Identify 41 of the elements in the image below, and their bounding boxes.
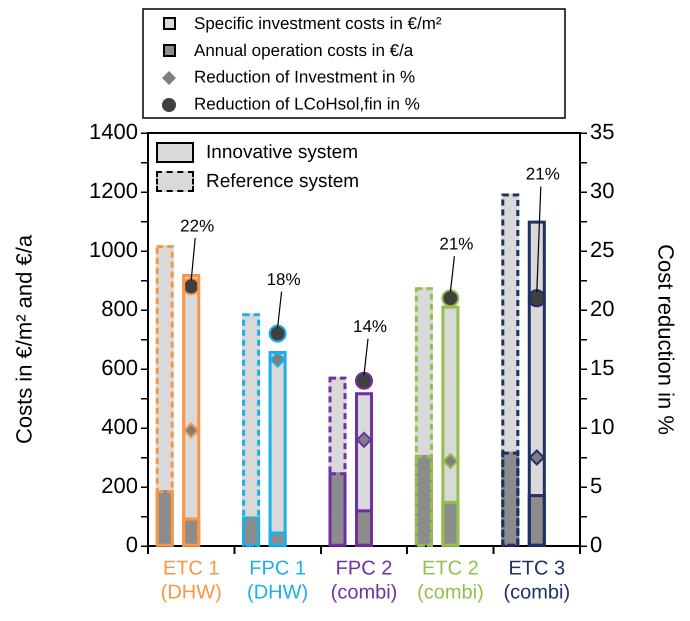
data-label: 14% [352, 316, 388, 336]
data-label: 18% [266, 270, 301, 289]
text: Annual operation costs in €/a [194, 40, 414, 60]
annotation: Innovative system [206, 141, 358, 165]
y-tick-label: 1200 [89, 178, 138, 204]
x-tick-label: ETC 2 (combi) [417, 558, 484, 604]
y-axis-title: Costs in €/m² and €/a [11, 234, 36, 444]
y-tick-label: 1000 [89, 237, 138, 262]
data-label: 21% [526, 164, 560, 184]
point [183, 422, 200, 438]
data-label: 22% [180, 216, 214, 236]
y2-tick-label: 5 [590, 473, 602, 498]
y-tick-label: 1400 [89, 119, 138, 144]
y-tick-label: 200 [101, 473, 138, 498]
text: Specific investment costs in €/m² [194, 14, 442, 34]
point [355, 372, 373, 390]
annotation: Reference system [206, 170, 360, 194]
y2-tick-label: 35 [590, 119, 614, 144]
x-tick-label: ETC 3 (combi) [503, 558, 570, 604]
y2-tick-label: 15 [590, 355, 614, 380]
data-label: 21% [439, 234, 474, 254]
point [356, 432, 372, 448]
x-tick-label: FPC 2 (combi) [330, 558, 398, 604]
legend-label: Reduction of Investment in % [194, 68, 416, 87]
point [442, 453, 458, 470]
y2-tick-label: 20 [590, 296, 614, 322]
y2-tick-label: 10 [590, 414, 614, 440]
y-tick-label: 600 [101, 355, 138, 380]
legend-label: Reduction of LCoHsol,fin in % [194, 94, 420, 114]
point [528, 450, 545, 466]
x-tick-label: FPC 1 (DHW) [247, 558, 308, 604]
y2-tick-label: 25 [590, 237, 614, 262]
y-tick-label: 400 [101, 414, 138, 440]
y-tick-label: 0 [126, 532, 138, 558]
y2-tick-label: 0 [590, 532, 602, 558]
y2-tick-label: 30 [590, 178, 614, 204]
point [268, 324, 287, 343]
y2-axis-title: Cost reduction in % [654, 244, 679, 435]
x-tick-label: ETC 1 (DHW) [160, 558, 222, 604]
point [441, 289, 460, 308]
y-tick-label: 800 [101, 296, 138, 322]
